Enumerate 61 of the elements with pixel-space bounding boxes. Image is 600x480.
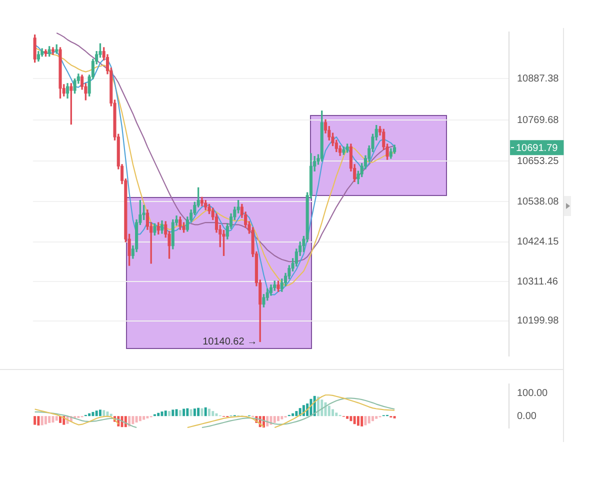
bar <box>375 416 378 419</box>
bar <box>197 408 200 416</box>
bar <box>157 412 160 416</box>
bar <box>212 411 214 416</box>
bar <box>37 416 40 426</box>
y-tick-label: 10887.38 <box>517 73 560 84</box>
bar <box>175 409 178 416</box>
bar <box>353 416 356 424</box>
bar <box>364 416 367 426</box>
bar <box>200 408 204 416</box>
bar <box>102 410 106 416</box>
bar <box>178 410 182 416</box>
y-tick-label: 10311.46 <box>517 276 558 288</box>
y-tick-label: 10199.98 <box>517 316 560 327</box>
bar <box>138 416 142 422</box>
bar <box>273 416 276 423</box>
bar <box>88 413 91 416</box>
bar <box>204 407 207 416</box>
bar <box>164 410 167 416</box>
y-tick-label: 10769.68 <box>517 114 560 126</box>
y-tick-label: 10538.08 <box>517 196 560 208</box>
bar <box>368 416 370 424</box>
bar <box>190 409 192 416</box>
bar <box>182 408 186 416</box>
bar <box>132 416 134 424</box>
bar <box>277 416 280 422</box>
bar <box>335 412 338 416</box>
bar <box>372 416 374 422</box>
bar <box>135 416 138 422</box>
bar <box>280 416 284 420</box>
bar <box>142 416 146 420</box>
y-tick-label: 10424.15 <box>517 236 560 248</box>
bar <box>55 416 58 421</box>
bar <box>98 410 102 416</box>
bar <box>208 408 210 416</box>
bar <box>168 411 170 416</box>
text: 10691.79 <box>516 142 558 154</box>
bar <box>332 409 334 416</box>
y-tick-label: 10653.25 <box>517 156 560 167</box>
bar <box>172 410 174 416</box>
bar <box>48 416 51 423</box>
bar <box>95 410 98 416</box>
bar <box>92 412 94 416</box>
bar <box>40 416 44 426</box>
bar <box>328 406 330 416</box>
bar <box>350 416 352 422</box>
bar <box>320 400 324 416</box>
bar <box>193 408 196 416</box>
bar <box>34 416 36 425</box>
bar <box>59 416 62 423</box>
bar <box>44 416 47 424</box>
bar <box>356 416 360 426</box>
bar <box>360 416 364 426</box>
bar <box>295 411 298 416</box>
bar <box>346 416 349 419</box>
annotation: 10140.62 → <box>202 336 258 348</box>
y-tick-label: 0.00 <box>517 410 537 422</box>
bar <box>52 416 54 422</box>
bar <box>292 413 294 416</box>
bar <box>186 408 189 416</box>
y-tick-label: 100.00 <box>517 388 548 399</box>
